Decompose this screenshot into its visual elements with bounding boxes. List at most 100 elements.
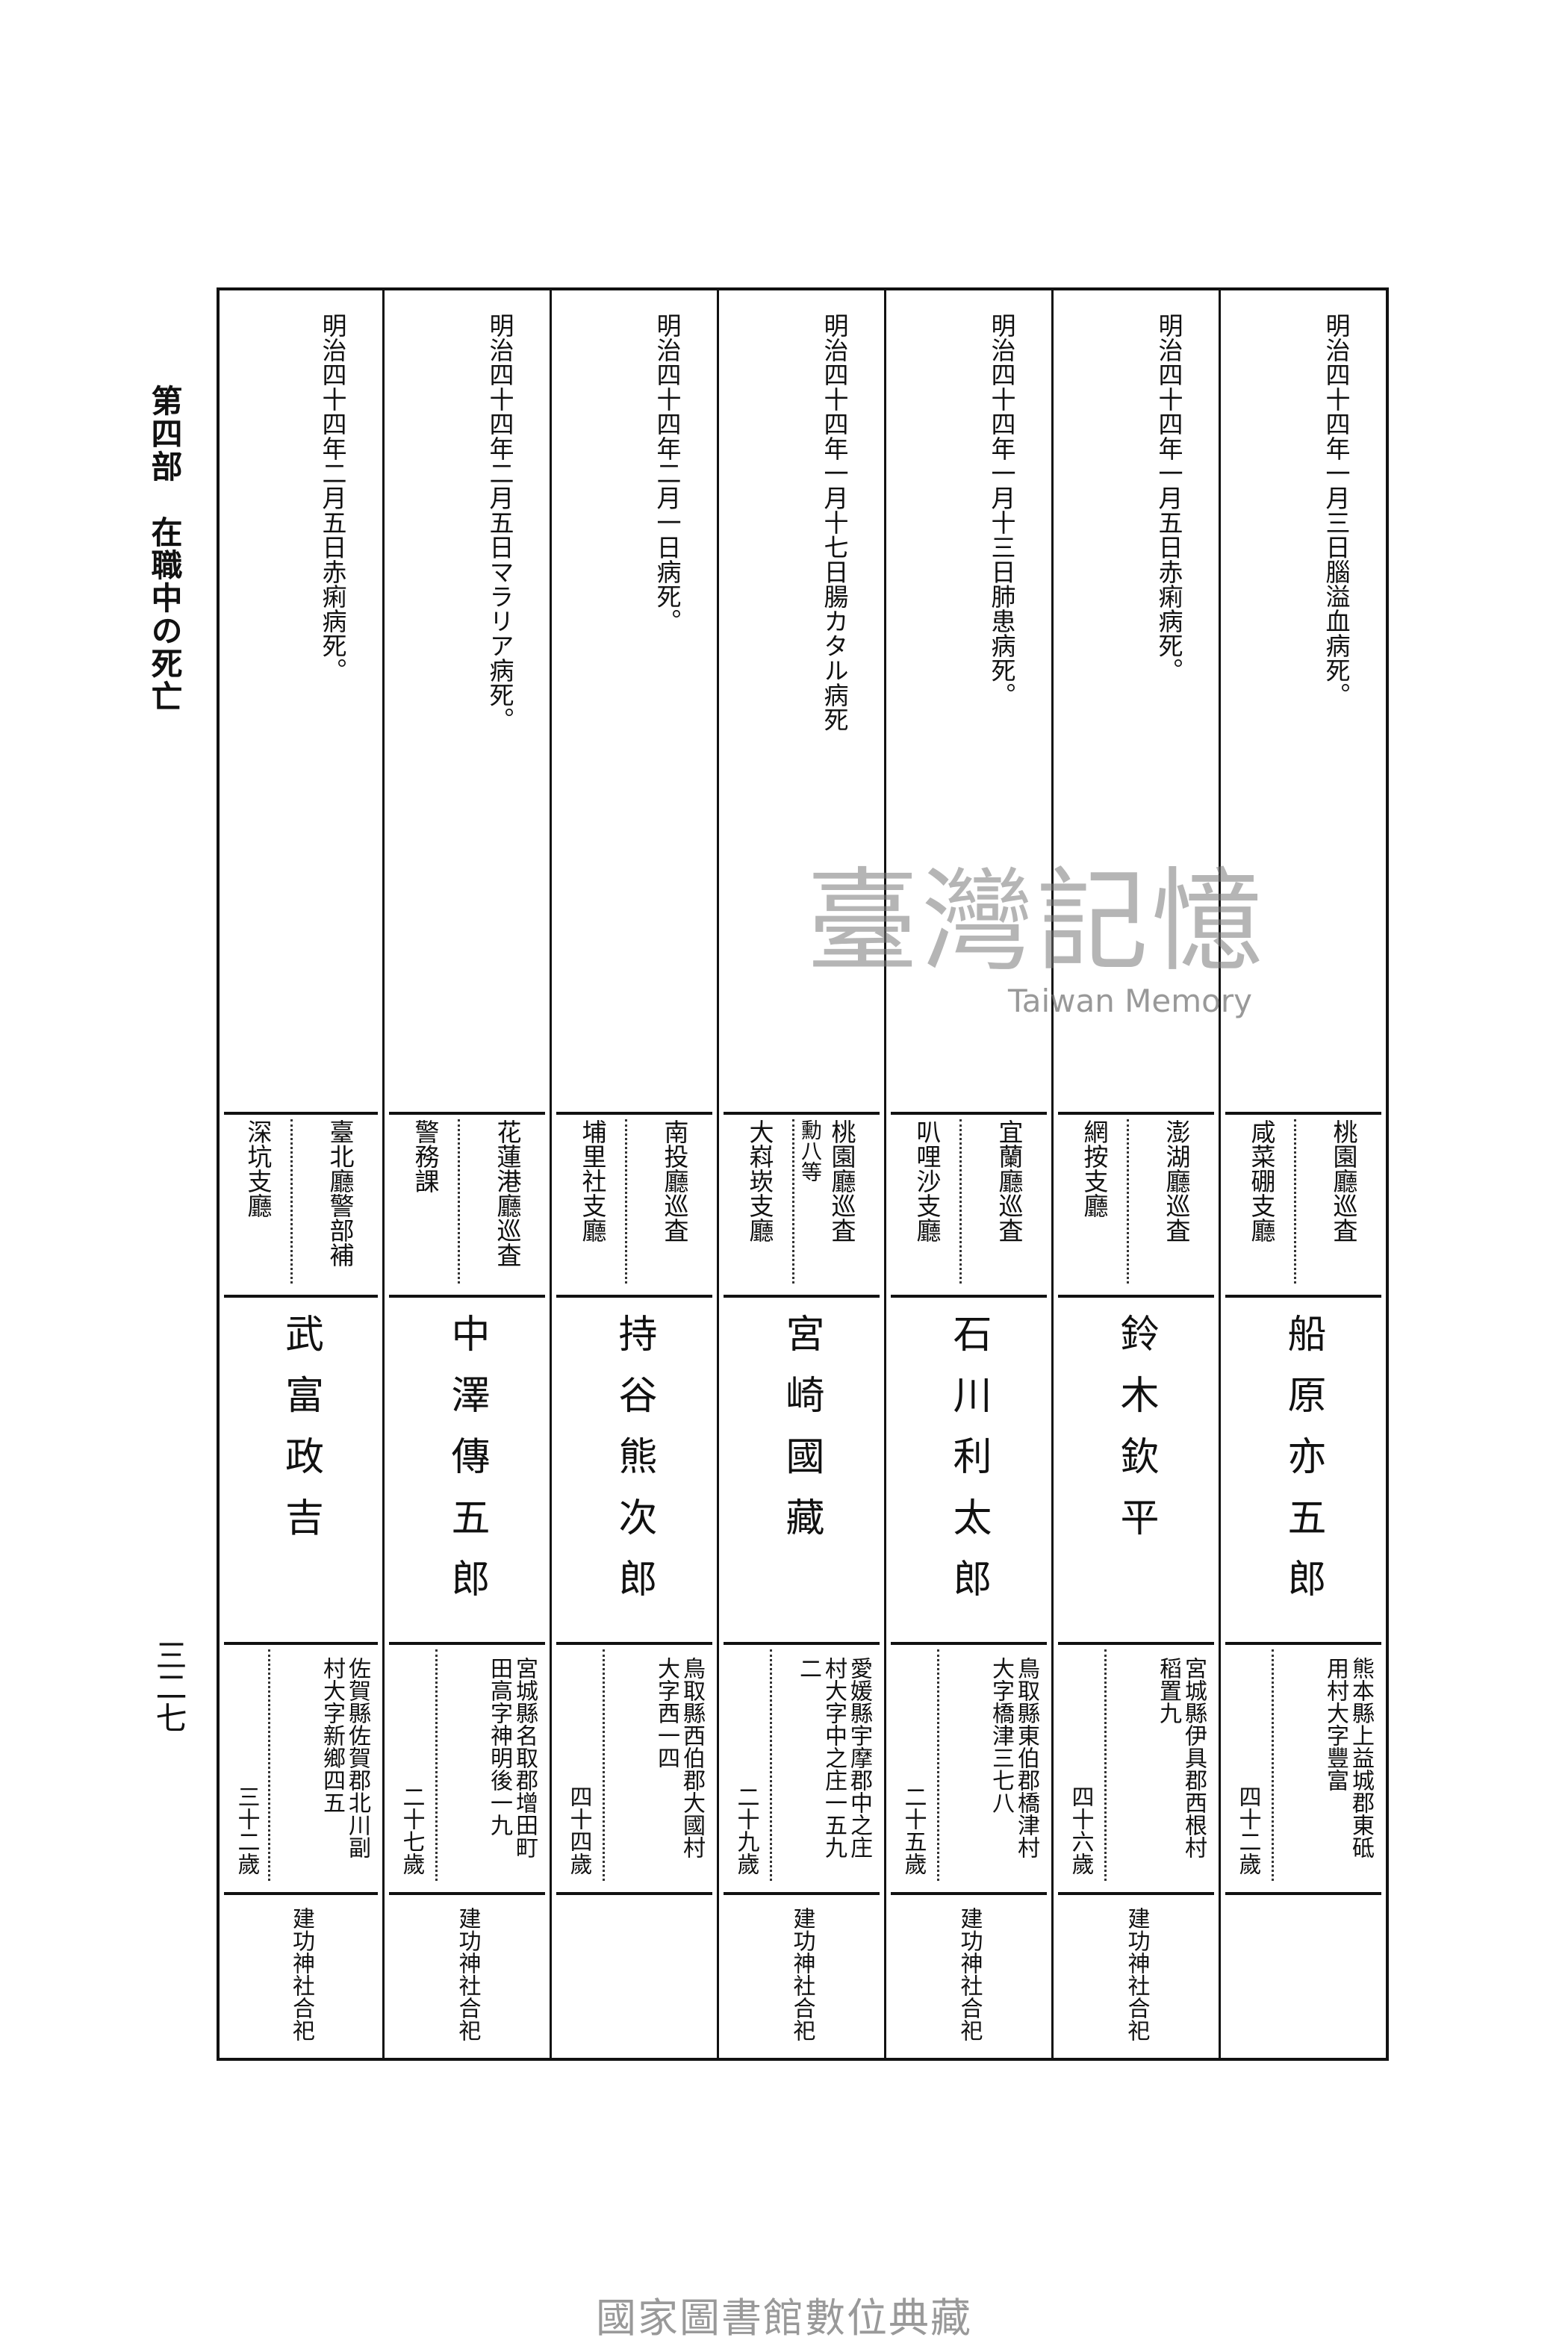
- post-title: 澎湖廳巡査: [1162, 1119, 1191, 1242]
- post-cell: 桃園廳巡査 勳八等 大嵙崁支廳: [719, 1112, 884, 1291]
- post-cell: 臺北廳警部補 深坑支廳: [220, 1112, 382, 1291]
- address-line: 大字西一四: [653, 1657, 679, 1769]
- dotted-divider: [1294, 1119, 1296, 1284]
- watermark-chinese: 臺灣記憶: [806, 857, 1267, 987]
- name-cell: 船原亦五郎: [1221, 1298, 1386, 1642]
- address-line: 佐賀縣佐賀郡北川副: [344, 1657, 370, 1858]
- post-title: 宜蘭廳巡査: [995, 1119, 1024, 1242]
- row-divider: [891, 1295, 1047, 1298]
- row-divider: [724, 1112, 880, 1115]
- address-line: 田高字神明後一九: [486, 1657, 512, 1836]
- row-divider: [389, 1112, 545, 1115]
- shrine-note: 建功神社合祀: [1123, 1907, 1150, 2041]
- honor-rank: 勳八等: [798, 1119, 823, 1182]
- person-name: 持谷熊次郎: [612, 1313, 656, 1620]
- shrine-cell: 建功神社合祀: [886, 1892, 1051, 2060]
- branch-office: 網按支廳: [1080, 1119, 1109, 1218]
- address-line: 大字橋津三七八: [988, 1657, 1014, 1814]
- age: 四十六歲: [1067, 1785, 1094, 1875]
- address-cell: 宮城縣伊具郡西根村 稻置九 四十六歲: [1054, 1642, 1219, 1888]
- dotted-divider: [770, 1649, 772, 1881]
- shrine-note: 建功神社合祀: [454, 1907, 481, 2041]
- row-divider: [1225, 1892, 1381, 1895]
- row-divider: [1225, 1295, 1381, 1298]
- person-name: 武富政吉: [278, 1313, 323, 1558]
- address-line: 鳥取縣東伯郡橋津村: [1013, 1657, 1039, 1858]
- address-line: 村大字新鄉四五: [319, 1657, 345, 1814]
- branch-office: 警務課: [411, 1119, 440, 1193]
- row-divider: [389, 1295, 545, 1298]
- person-name: 船原亦五郎: [1281, 1313, 1325, 1620]
- age: 三十二歲: [233, 1785, 260, 1875]
- row-divider: [224, 1642, 378, 1645]
- post-title: 桃園廳巡査: [1329, 1119, 1358, 1242]
- address-cell: 熊本縣上益城郡東砥 用村大字豐富 四十二歲: [1221, 1642, 1386, 1888]
- address-line: 宮城縣伊具郡西根村: [1180, 1657, 1207, 1858]
- shrine-cell: 建功神社合祀: [1054, 1892, 1219, 2060]
- row-divider: [1058, 1112, 1214, 1115]
- row-divider: [556, 1892, 712, 1895]
- dotted-divider: [603, 1649, 605, 1881]
- dotted-divider: [959, 1119, 962, 1284]
- post-title: 桃園廳巡査: [827, 1119, 856, 1242]
- death-record: 明治四十四年一月三日腦溢血病死。: [1322, 313, 1351, 707]
- name-cell: 宮崎國藏: [719, 1298, 884, 1642]
- age: 二十七歲: [398, 1785, 425, 1875]
- shrine-note: 建功神社合祀: [288, 1907, 314, 2041]
- watermark-english: Taiwan Memory: [1008, 983, 1252, 1019]
- row-divider: [1058, 1295, 1214, 1298]
- address-line: 愛媛縣宇摩郡中之庄: [846, 1657, 872, 1858]
- name-cell: 石川利太郎: [886, 1298, 1051, 1642]
- page-number: 三二七: [151, 1639, 187, 1733]
- age: 二十五歲: [900, 1785, 927, 1875]
- dotted-divider: [1127, 1119, 1129, 1284]
- shrine-note: 建功神社合祀: [788, 1907, 815, 2041]
- address-line: 用村大字豐富: [1322, 1657, 1348, 1791]
- shrine-cell: [1221, 1892, 1386, 2060]
- dotted-divider: [268, 1649, 270, 1881]
- post-title: 臺北廳警部補: [326, 1119, 355, 1267]
- shrine-cell: 建功神社合祀: [385, 1892, 550, 2060]
- dotted-divider: [937, 1649, 939, 1881]
- address-cell: 佐賀縣佐賀郡北川副 村大字新鄉四五三十二歲: [220, 1642, 382, 1888]
- record-column: 明治四十四年二月五日赤痢病死。臺北廳警部補 深坑支廳武富政吉佐賀縣佐賀郡北川副 村大…: [220, 290, 382, 2058]
- record-column: 明治四十四年一月十三日肺患病死。 宜蘭廳巡査 叭哩沙支廳 石川利太郎 鳥取縣東伯郡橋津村…: [884, 290, 1051, 2058]
- age: 四十二歲: [1234, 1785, 1261, 1875]
- record-table: 明治四十四年一月三日腦溢血病死。 桃園廳巡査 咸菜硼支廳 船原亦五郎 熊本縣上益城郡東砥…: [217, 287, 1389, 2061]
- row-divider: [724, 1295, 880, 1298]
- record-column: 明治四十四年二月一日病死。 南投廳巡査 埔里社支廳 持谷熊次郎 鳥取縣西伯郡大國村 大字西…: [550, 290, 717, 2058]
- section-title: 第四部 在職中の死亡: [146, 385, 183, 713]
- post-cell: 桃園廳巡査 咸菜硼支廳: [1221, 1112, 1386, 1291]
- dotted-divider: [290, 1119, 293, 1284]
- dotted-divider: [435, 1649, 438, 1881]
- record-column: 明治四十四年一月十七日腸カタル病死 桃園廳巡査 勳八等 大嵙崁支廳 宮崎國藏 愛媛縣宇摩郡…: [717, 290, 884, 2058]
- row-divider: [891, 1892, 1047, 1895]
- row-divider: [724, 1642, 880, 1645]
- watermark-logo: 臺灣記憶 Taiwan Memory: [806, 857, 1267, 1017]
- row-divider: [224, 1295, 378, 1298]
- row-divider: [724, 1892, 880, 1895]
- row-divider: [556, 1642, 712, 1645]
- branch-office: 深坑支廳: [243, 1119, 273, 1218]
- death-record: 明治四十四年一月五日赤痢病死。: [1154, 313, 1183, 682]
- post-cell: 澎湖廳巡査 網按支廳: [1054, 1112, 1219, 1291]
- person-name: 石川利太郎: [946, 1313, 991, 1620]
- branch-office: 大嵙崁支廳: [745, 1119, 774, 1242]
- post-cell: 南投廳巡査 埔里社支廳: [552, 1112, 717, 1291]
- name-cell: 中澤傳五郎: [385, 1298, 550, 1642]
- row-divider: [891, 1642, 1047, 1645]
- death-record: 明治四十四年二月五日赤痢病死。: [318, 313, 347, 682]
- row-divider: [224, 1112, 378, 1115]
- shrine-cell: 建功神社合祀: [220, 1892, 382, 2060]
- branch-office: 咸菜硼支廳: [1247, 1119, 1276, 1242]
- row-divider: [389, 1642, 545, 1645]
- row-divider: [389, 1892, 545, 1895]
- person-name: 中澤傳五郎: [444, 1313, 489, 1620]
- person-name: 宮崎國藏: [779, 1313, 824, 1558]
- footer-credit: 國家圖書館數位典藏: [596, 2295, 972, 2342]
- address-cell: 鳥取縣東伯郡橋津村 大字橋津三七八二十五歲: [886, 1642, 1051, 1888]
- row-divider: [556, 1112, 712, 1115]
- address-line: 村大字中之庄一五九: [821, 1657, 847, 1858]
- row-divider: [891, 1112, 1047, 1115]
- person-name: 鈴木欽平: [1113, 1313, 1158, 1558]
